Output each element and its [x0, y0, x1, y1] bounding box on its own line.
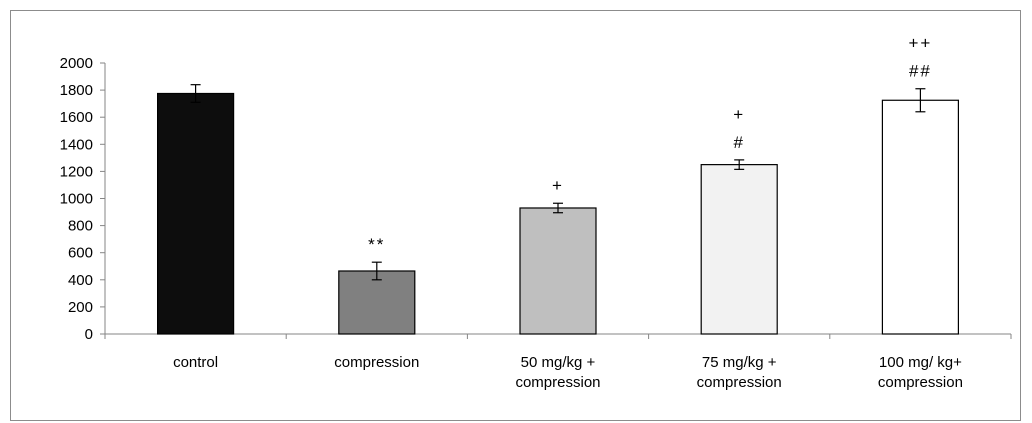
chart-frame: 0 200 400 600 800 1000 1200 1400 1600 1800 2000 con… [10, 10, 1021, 421]
x-category-label: compression [515, 374, 600, 391]
y-tick-label: 200 [68, 299, 93, 316]
bar-chart: 0 200 400 600 800 1000 1200 1400 1600 1800 2000 con… [60, 34, 1012, 391]
x-category-label: 50 mg/kg + [521, 354, 596, 371]
y-tick-label: 800 [68, 218, 93, 235]
significance-mark: ** [368, 235, 385, 254]
x-category-label: 100 mg/ kg+ [879, 354, 962, 371]
significance-mark: # [733, 133, 744, 152]
bar [881, 99, 960, 335]
bar [338, 270, 416, 335]
y-tick-label: 600 [68, 245, 93, 262]
labels: 0 200 400 600 800 1000 1200 1400 1600 1800 2000 con… [60, 34, 963, 391]
significance-mark: ## [909, 62, 932, 81]
significance-mark: + [733, 105, 745, 124]
significance-mark: + [552, 176, 564, 195]
significance-mark: ++ [908, 34, 932, 53]
y-tick-label: 1800 [60, 82, 93, 99]
y-tick-label: 0 [85, 326, 93, 343]
x-category-label: compression [878, 374, 963, 391]
x-category-label: compression [697, 374, 782, 391]
y-tick-label: 2000 [60, 55, 93, 72]
x-category-label: control [173, 354, 218, 371]
x-category-label: 75 mg/kg + [702, 354, 777, 371]
y-tick-label: 1400 [60, 136, 93, 153]
y-tick-label: 1200 [60, 163, 93, 180]
y-tick-label: 400 [68, 272, 93, 289]
bar [519, 207, 597, 335]
bar [700, 164, 778, 335]
y-tick-label: 1600 [60, 109, 93, 126]
x-category-label: compression [334, 354, 419, 371]
bar [157, 92, 235, 335]
y-tick-label: 1000 [60, 191, 93, 208]
bars [157, 84, 960, 335]
